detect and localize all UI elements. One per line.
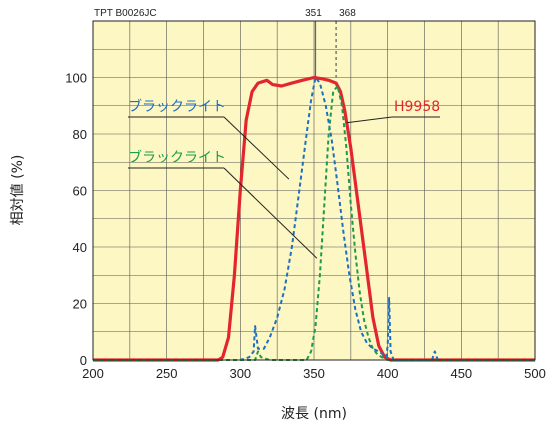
annotation-h9958: H9958	[394, 99, 440, 115]
y-tick-label: 80	[73, 127, 87, 142]
annotation-leader	[223, 167, 318, 259]
y-tick-label: 60	[73, 184, 87, 199]
x-tick-label: 400	[377, 366, 399, 381]
annotation-blacklight-green: ブラックライト	[128, 149, 226, 166]
x-tick-label: 450	[450, 366, 472, 381]
plot-frame	[92, 20, 536, 361]
annotation-leader	[223, 116, 290, 180]
y-tick-label: 20	[73, 297, 87, 312]
peak-label-368: 368	[339, 8, 356, 19]
y-tick-label: 40	[73, 240, 87, 255]
tick-labels: 200 250 300 350 400 450 500 0 20 40 60 80 100	[65, 71, 546, 382]
annotation-leader	[346, 116, 393, 124]
x-tick-label: 300	[229, 366, 251, 381]
y-axis-label: 相対値 (%)	[10, 155, 26, 226]
series-line-1	[93, 75, 535, 362]
peak-lines: 351 368	[305, 8, 356, 78]
y-tick-label: 100	[65, 71, 87, 86]
x-tick-label: 500	[524, 366, 546, 381]
x-tick-label: 350	[303, 366, 325, 381]
y-tick-label: 0	[80, 353, 87, 368]
peak-label-351: 351	[305, 8, 322, 19]
code-label: TPT B0026JC	[94, 8, 157, 19]
x-tick-label: 250	[156, 366, 178, 381]
annotation-blacklight-blue: ブラックライト	[128, 98, 226, 115]
x-tick-label: 200	[82, 366, 104, 381]
series-group	[93, 75, 535, 362]
series-line-2	[93, 76, 535, 361]
x-axis-label: 波長 (nm)	[281, 406, 347, 422]
